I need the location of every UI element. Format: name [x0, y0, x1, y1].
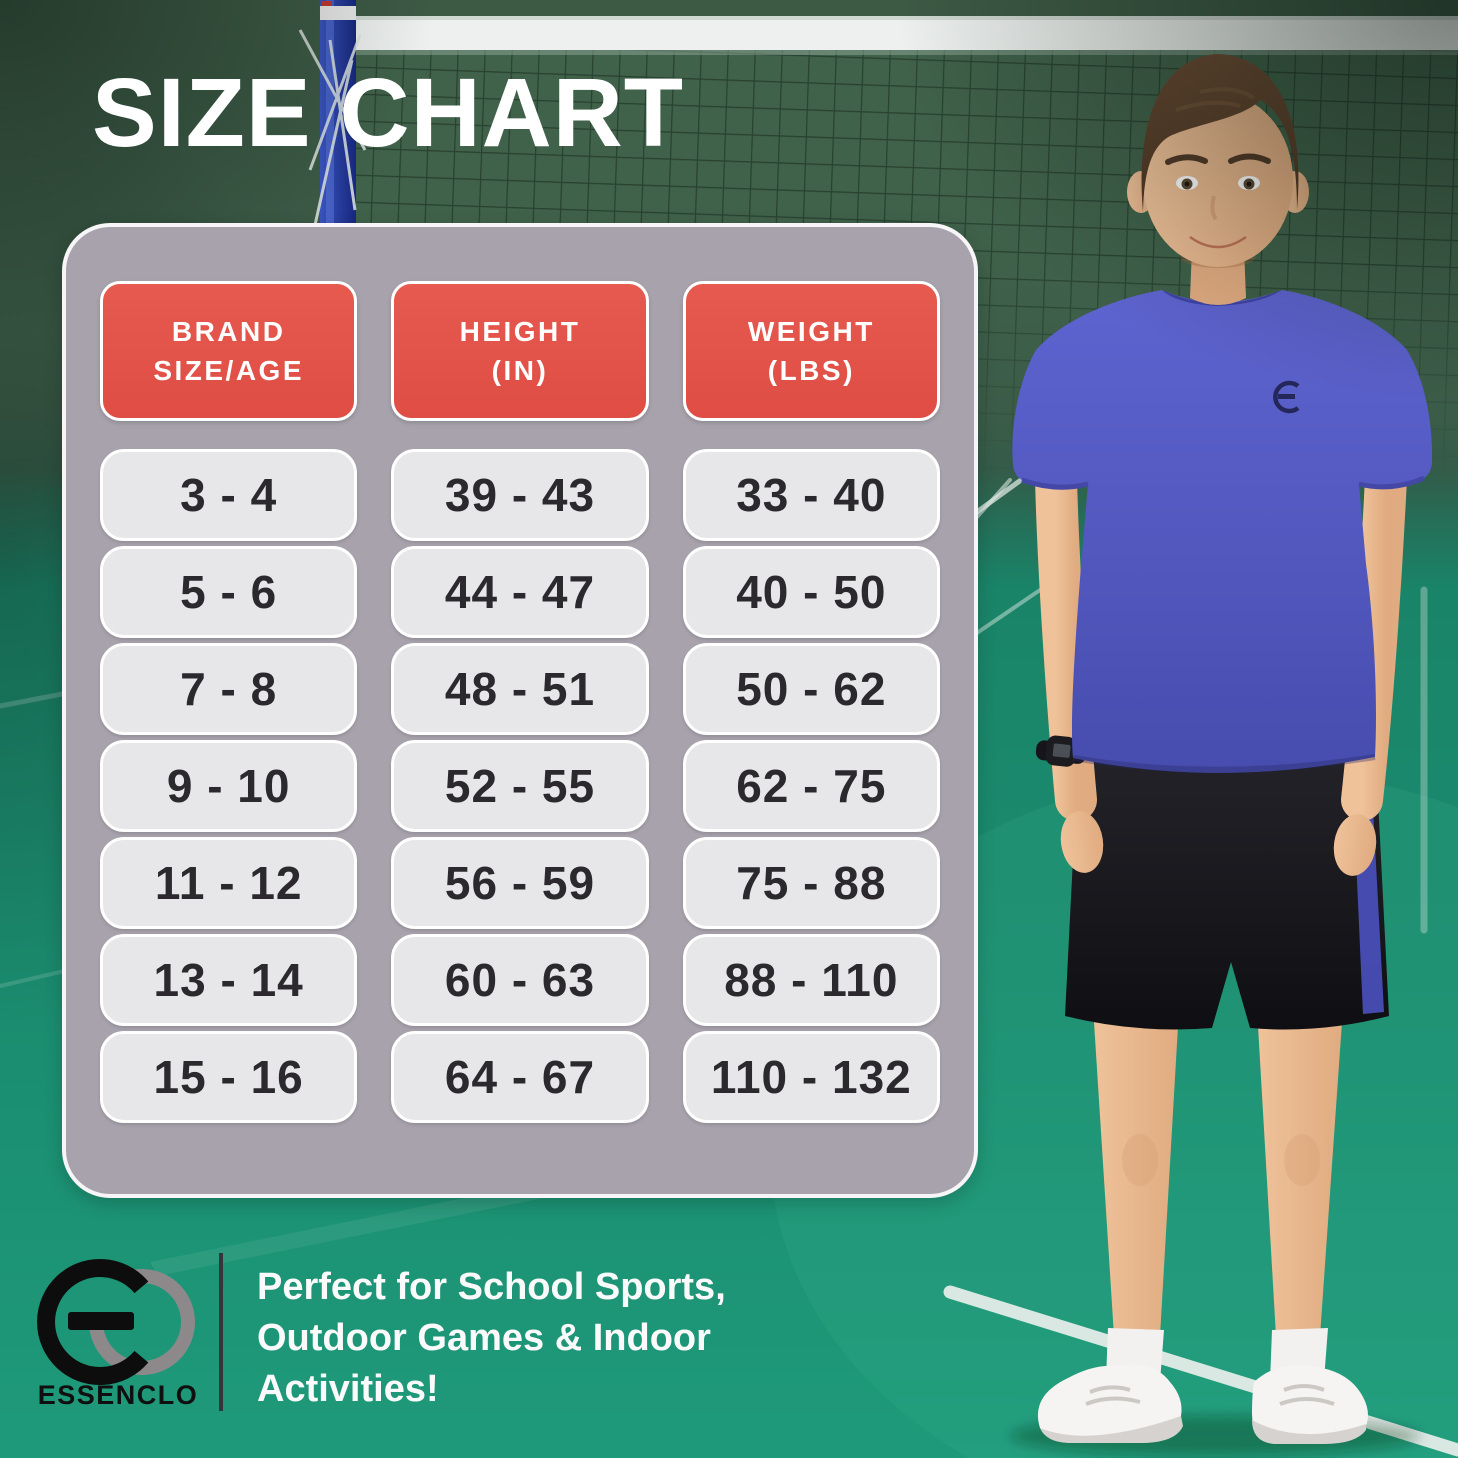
- size-cell: 50 - 62: [682, 643, 940, 735]
- size-cell: 56 - 59: [391, 837, 649, 929]
- column-header: WEIGHT (LBS): [682, 281, 940, 421]
- size-cell: 48 - 51: [391, 643, 649, 735]
- page-title: SIZE CHART: [92, 58, 684, 167]
- size-cell: 75 - 88: [682, 837, 940, 929]
- net-tape-topline: [330, 16, 1458, 20]
- size-cell: 3 - 4: [100, 449, 358, 541]
- product-tagline: Perfect for School Sports, Outdoor Games…: [257, 1266, 726, 1410]
- column-header-row: BRAND SIZE/AGE HEIGHT (IN) WEIGHT (LBS): [100, 281, 940, 421]
- footer-divider: [219, 1253, 223, 1411]
- size-cell: 39 - 43: [391, 449, 649, 541]
- size-cell: 33 - 40: [682, 449, 940, 541]
- size-cell: 7 - 8: [100, 643, 358, 735]
- size-cell: 15 - 16: [100, 1031, 358, 1123]
- size-cell: 11 - 12: [100, 837, 358, 929]
- net-tape: [330, 20, 1458, 50]
- size-cell: 110 - 132: [682, 1031, 940, 1123]
- column-header: BRAND SIZE/AGE: [100, 281, 358, 421]
- size-cell: 88 - 110: [682, 934, 940, 1026]
- size-cell: 62 - 75: [682, 740, 940, 832]
- size-cell: 44 - 47: [391, 546, 649, 638]
- size-cell: 52 - 55: [391, 740, 649, 832]
- size-cell: 9 - 10: [100, 740, 358, 832]
- size-cell: 60 - 63: [391, 934, 649, 1026]
- size-cell: 64 - 67: [391, 1031, 649, 1123]
- size-cell: 40 - 50: [682, 546, 940, 638]
- column-header: HEIGHT (IN): [391, 281, 649, 421]
- size-cell: 5 - 6: [100, 546, 358, 638]
- size-chart-panel: BRAND SIZE/AGE HEIGHT (IN) WEIGHT (LBS) 3 …: [62, 223, 978, 1198]
- size-grid: 3 - 4 39 - 43 33 - 40 5 - 6 44 - 47 40 - 50 7 …: [100, 449, 940, 1123]
- size-cell: 13 - 14: [100, 934, 358, 1026]
- brand-name: ESSENCLO: [37, 1380, 199, 1410]
